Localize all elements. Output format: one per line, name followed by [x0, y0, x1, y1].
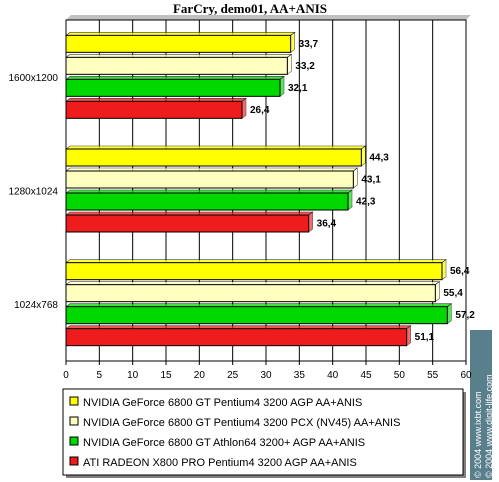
bar-side: [447, 303, 452, 325]
bar-value-label: 57,2: [455, 310, 475, 321]
chart-title: FarCry, demo01, AA+ANIS: [173, 1, 327, 16]
bar-value-label: 56,4: [450, 266, 470, 277]
bar: [65, 170, 354, 189]
watermark-line-2: © 2004 www.digit-life.com: [484, 374, 494, 478]
legend-swatch: [69, 416, 79, 426]
bar-value-label: 51,1: [415, 332, 435, 343]
bar-value-label: 44,3: [369, 153, 389, 164]
bar: [65, 78, 281, 97]
bar-value-label: 43,1: [361, 175, 381, 186]
category-label: 1024x768: [14, 300, 58, 311]
bar-side: [441, 259, 447, 281]
bar: [65, 192, 349, 211]
x-tick-label: 30: [260, 370, 272, 381]
bar-value-label: 55,4: [443, 288, 463, 299]
bar-side: [290, 31, 295, 53]
x-tick-label: 35: [294, 370, 306, 381]
watermark: © 2004 www.ixbt.com © 2004 www.digit-lif…: [473, 374, 494, 478]
x-tick-label: 20: [194, 370, 206, 381]
bar: [65, 284, 436, 303]
legend: NVIDIA GeForce 6800 GT Pentium4 3200 AGP…: [62, 388, 466, 478]
bar: [65, 328, 408, 347]
x-tick-label: 45: [360, 370, 372, 381]
legend-entry: ATI RADEON X800 PRO Pentium4 3200 AGP AA…: [83, 457, 357, 469]
legend-swatch: [69, 396, 79, 406]
bar-value-label: 32,1: [288, 83, 308, 94]
bar: [65, 214, 310, 233]
bar: [65, 262, 443, 281]
bar: [65, 306, 448, 325]
legend-entry: NVIDIA GeForce 6800 GT Pentium4 3200 PCX…: [83, 417, 400, 429]
x-tick-label: 60: [460, 370, 472, 381]
bar: [65, 56, 288, 75]
legend-swatch: [69, 436, 79, 446]
bar-value-label: 26,4: [250, 105, 270, 116]
plot-frame-top: [66, 15, 471, 20]
x-tick-label: 40: [327, 370, 339, 381]
bar: [65, 100, 243, 119]
bar-side: [279, 75, 285, 97]
legend-entry: NVIDIA GeForce 6800 GT Pentium4 3200 AGP…: [83, 397, 362, 409]
bar-side: [435, 281, 440, 303]
plot-area: 0 5 10 15 20 25 30 35 40 45 50 55 60 33,7 33,2 32,1 26,4…: [9, 15, 475, 381]
x-tick-label: 25: [227, 370, 239, 381]
bar-value-label: 42,3: [356, 197, 376, 208]
bar: [65, 148, 362, 167]
bar-side: [347, 189, 353, 211]
x-tick-label: 55: [427, 370, 439, 381]
x-tick-label: 10: [127, 370, 139, 381]
category-label: 1280x1024: [9, 187, 59, 198]
bar-value-label: 33,2: [295, 61, 315, 72]
bar-side: [308, 211, 313, 233]
x-tick-label: 50: [394, 370, 406, 381]
bar-value-label: 33,7: [299, 39, 319, 50]
bar: [65, 34, 292, 53]
watermark-line-1: © 2004 www.ixbt.com: [473, 391, 483, 478]
bar-side: [287, 53, 292, 75]
bar-side: [353, 167, 358, 189]
legend-entry: NVIDIA GeForce 6800 GT Athlon64 3200+ AG…: [83, 437, 365, 449]
legend-box: [62, 388, 464, 476]
bar-side: [361, 145, 366, 167]
legend-swatch: [69, 456, 79, 466]
x-tick-label: 0: [63, 370, 69, 381]
x-tick-label: 5: [97, 370, 103, 381]
bar-value-label: 36,4: [317, 219, 337, 230]
category-label: 1600x1200: [9, 73, 59, 84]
x-tick-label: 15: [160, 370, 172, 381]
plot-border: [65, 19, 467, 362]
bar-side: [406, 325, 411, 347]
bar-side: [241, 97, 247, 119]
